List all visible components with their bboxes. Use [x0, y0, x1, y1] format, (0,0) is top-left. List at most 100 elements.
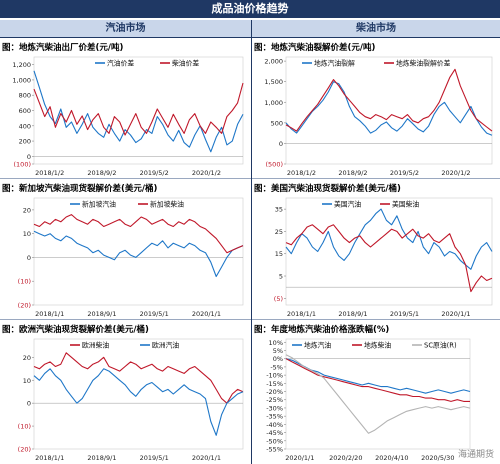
y-tick-label: 1,200 — [12, 61, 31, 69]
series-line-1 — [285, 81, 493, 136]
panel-crack-spread-local: 图：地炼汽柴油裂解价差(元/吨) 2,000 1,500 1,000 500 0 (500… — [252, 40, 500, 179]
y-tick-label: 10% — [269, 339, 283, 347]
panel-annual-price-change: 图：年度地炼汽柴油价格涨跌幅(%) 10% 5% 0% -5% -10% -15% -20%… — [252, 322, 500, 463]
legend-label: SC原油(R) — [424, 341, 457, 350]
series-line-2 — [33, 214, 244, 254]
x-tick-label: 2018/1/2 — [287, 169, 316, 177]
x-tick-label: 2018/9/1 — [338, 310, 367, 318]
series-line-2 — [33, 82, 244, 136]
series-line-1 — [33, 230, 244, 278]
chart-europe-crack-spread: 20 10 0 (10) (20) 2018/1/1 2018/9/1 2019/5/1 202… — [18, 338, 244, 462]
chart-us-crack-spread: 35 25 15 5 (5) 2018/1/1 2018/9/1 2019/5/1 2020/1… — [274, 197, 493, 318]
series-line-1 — [285, 208, 493, 270]
y-tick-label: 0 — [27, 153, 31, 161]
section-title-diesel: 柴油市场 — [252, 20, 500, 38]
x-tick-label: 2018/1/1 — [287, 310, 316, 318]
y-tick-label: (20) — [18, 302, 31, 310]
y-tick-label: 15 — [275, 250, 283, 258]
chart-singapore-crack-spread: 20 10 0 (10) (20) 2018/1/1 2018/9/1 2019/5/1 202… — [18, 197, 244, 318]
panel-title: 图：欧洲汽柴油现货裂解价差(美元/桶) — [2, 325, 149, 335]
x-tick-label: 2020/1/1 — [441, 310, 470, 318]
y-tick-label: -20% — [266, 388, 283, 396]
plot-frame — [285, 56, 493, 165]
panel-title: 图：新加坡汽柴油现货裂解价差(美元/桶) — [2, 184, 158, 194]
x-tick-label: 2018/9/2 — [87, 169, 116, 177]
y-tick-label: 600 — [19, 107, 31, 115]
legend-label: 汽油价差 — [107, 59, 134, 68]
y-tick-label: 20 — [23, 206, 31, 214]
x-tick-label: 2020/1/1 — [192, 310, 221, 318]
series-line-1 — [285, 358, 471, 394]
legend-label: 美国柴油 — [392, 200, 419, 209]
section-title-gasoline: 汽油市场 — [0, 20, 251, 38]
y-tick-label: (10) — [18, 423, 31, 431]
x-tick-label: 2018/9/2 — [338, 169, 367, 177]
y-tick-label: 0 — [27, 400, 31, 408]
x-tick-label: 2018/9/1 — [87, 454, 116, 462]
y-tick-label: -5% — [270, 363, 283, 371]
y-tick-label: (10) — [18, 278, 31, 286]
main-title: 成品油价格趋势 — [0, 0, 500, 18]
panel-title: 图：年度地炼汽柴油价格涨跌幅(%) — [254, 325, 390, 335]
legend-label: 新加坡柴油 — [150, 200, 184, 209]
y-tick-label: -30% — [266, 404, 283, 412]
x-tick-label: 2018/9/1 — [87, 310, 116, 318]
y-tick-label: 1,000 — [264, 99, 283, 107]
legend-label: 地炼汽油 — [304, 341, 331, 350]
x-tick-label: 2020/5/30 — [421, 454, 454, 462]
y-tick-label: -50% — [266, 437, 283, 445]
y-tick-label: (20) — [18, 446, 31, 454]
y-tick-label: 800 — [19, 92, 31, 100]
plot-frame — [33, 197, 244, 306]
series-line-2 — [285, 68, 493, 132]
x-tick-label: 2019/5/1 — [140, 310, 169, 318]
chart-crack-spread-local: 2,000 1,500 1,000 500 0 (500) 2018/1/2 2018/9/2… — [264, 56, 493, 177]
x-tick-label: 2019/5/1 — [140, 454, 169, 462]
y-tick-label: -10% — [266, 372, 283, 380]
x-tick-label: 2020/2/20 — [329, 454, 362, 462]
legend-label: 地炼汽油裂解 — [314, 59, 355, 68]
y-tick-label: -55% — [266, 446, 283, 454]
y-tick-label: 5 — [279, 273, 283, 281]
x-tick-label: 2019/5/1 — [390, 310, 419, 318]
panel-title: 图：地炼汽柴油裂解价差(元/吨) — [254, 43, 376, 53]
x-tick-label: 2019/5/2 — [140, 169, 169, 177]
x-tick-label: 2020/1/1 — [192, 454, 221, 462]
chart-gasoline-diesel-factory-spread: 1,200 1,000 800 600 400 200 0(100) 2018/1/2 2018… — [12, 56, 244, 177]
legend-label: 新加坡汽油 — [82, 200, 116, 209]
legend-label: 地炼柴油裂解价差 — [396, 59, 451, 68]
y-tick-label: 2,000 — [264, 58, 283, 66]
series-line-2 — [285, 224, 493, 293]
y-tick-label: -35% — [266, 413, 283, 421]
legend-label: 欧洲汽油 — [152, 341, 179, 350]
panel-europe-crack-spread: 图：欧洲汽柴油现货裂解价差(美元/桶) 20 10 0 (10) (20) 2018/1/… — [0, 322, 251, 463]
y-tick-label: 1,000 — [12, 76, 31, 84]
y-tick-label: (5) — [274, 295, 283, 303]
y-tick-label: 0 — [27, 254, 31, 262]
plot-frame — [285, 338, 471, 450]
y-tick-label: 1,500 — [264, 78, 283, 86]
y-tick-label: (100) — [14, 161, 31, 169]
y-tick-label: 10 — [23, 230, 31, 238]
x-tick-label: 2020/1/2 — [192, 169, 221, 177]
y-tick-label: (500) — [266, 161, 283, 169]
y-tick-label: 20 — [23, 354, 31, 362]
y-tick-label: 0% — [273, 355, 283, 363]
y-tick-label: 500 — [271, 119, 283, 127]
watermark-logo: 海通期货 — [457, 450, 494, 460]
y-tick-label: 200 — [19, 138, 31, 146]
x-tick-label: 2018/1/2 — [35, 169, 64, 177]
x-tick-label: 2018/1/1 — [35, 310, 64, 318]
series-line-2 — [33, 368, 244, 436]
x-tick-label: 2018/1/1 — [35, 454, 64, 462]
panel-title: 图：美国汽柴油现货裂解价差(美元/桶) — [254, 184, 401, 194]
y-tick-label: 400 — [19, 122, 31, 130]
panel-singapore-crack-spread: 图：新加坡汽柴油现货裂解价差(美元/桶) 20 10 0 (10) (20) 2018/1… — [0, 181, 251, 320]
y-tick-label: -40% — [266, 421, 283, 429]
legend-label: 欧洲柴油 — [82, 341, 109, 350]
panel-us-crack-spread: 图：美国汽柴油现货裂解价差(美元/桶) 35 25 15 5 (5) 2018/1/1 20… — [252, 181, 500, 320]
plot-frame — [33, 338, 244, 450]
x-tick-label: 2020/4/10 — [375, 454, 408, 462]
chart-annual-price-change: 10%5%0%-5%-10%-15%-20%-25%-30%-35%-40%-4… — [266, 338, 471, 462]
